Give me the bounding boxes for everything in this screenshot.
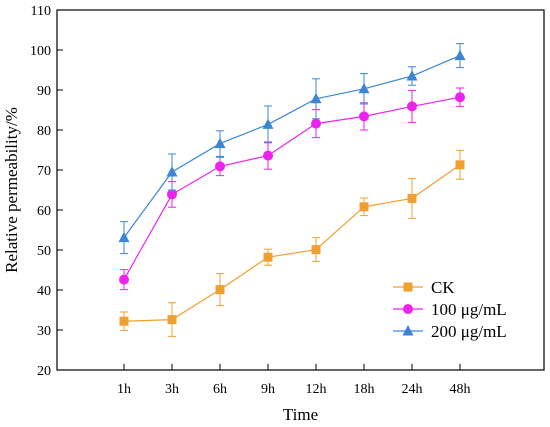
series-line xyxy=(123,164,461,322)
y-tick-label: 110 xyxy=(31,4,51,19)
data-point xyxy=(167,315,177,325)
data-point xyxy=(359,202,369,212)
legend-label: 200 μg/mL xyxy=(431,322,507,341)
legend-label: CK xyxy=(431,278,455,297)
data-point xyxy=(358,82,370,94)
y-axis-title: Relative permeability/% xyxy=(2,107,21,273)
data-point xyxy=(311,118,321,129)
y-axis: 20 30 40 50 60 70 80 90 100 110 xyxy=(30,4,63,379)
data-point xyxy=(407,101,417,112)
x-axis-title: Time xyxy=(283,405,318,424)
x-tick-label: 24h xyxy=(402,382,423,397)
series-layer xyxy=(118,43,466,337)
y-tick-label: 40 xyxy=(37,284,51,299)
legend-label: 100 μg/mL xyxy=(431,300,507,319)
plot-border xyxy=(56,9,545,371)
x-tick-label: 1h xyxy=(117,382,131,397)
data-point xyxy=(215,161,225,172)
x-tick-label: 9h xyxy=(261,382,275,397)
data-point xyxy=(263,252,273,262)
y-tick-label: 80 xyxy=(37,124,51,139)
legend-marker xyxy=(403,304,413,314)
data-point xyxy=(263,150,273,161)
x-axis: 1h 3h 6h 9h 12h 18h 24h 48h xyxy=(117,364,471,397)
data-point xyxy=(311,245,321,255)
legend-item: 200 μg/mL xyxy=(393,322,507,341)
data-point xyxy=(166,166,178,177)
data-point xyxy=(310,92,322,104)
data-point xyxy=(214,137,226,149)
legend-marker xyxy=(403,282,413,292)
y-tick-label: 30 xyxy=(37,324,51,339)
legend-item: CK xyxy=(393,278,455,297)
plot-frame xyxy=(56,9,545,371)
y-tick-label: 90 xyxy=(37,84,51,99)
data-point xyxy=(455,92,465,103)
x-tick-label: 18h xyxy=(354,382,375,397)
x-tick-label: 48h xyxy=(450,382,471,397)
series-line xyxy=(123,96,461,280)
data-point xyxy=(119,274,129,285)
series-2 xyxy=(118,43,466,255)
data-point xyxy=(262,118,274,129)
series-1 xyxy=(119,87,465,291)
data-point xyxy=(167,189,177,200)
legend-item: 100 μg/mL xyxy=(393,300,507,319)
legend: CK 100 μg/mL 200 μg/mL xyxy=(393,278,507,341)
data-point xyxy=(454,49,466,61)
data-point xyxy=(359,111,369,122)
y-tick-label: 20 xyxy=(37,364,51,379)
y-tick-label: 70 xyxy=(37,164,51,179)
data-point xyxy=(119,316,129,326)
data-point xyxy=(118,231,130,243)
data-point xyxy=(406,70,418,81)
x-tick-label: 12h xyxy=(306,382,327,397)
data-point xyxy=(407,193,417,203)
y-tick-label: 60 xyxy=(37,204,51,219)
series-line xyxy=(123,55,461,238)
x-tick-label: 6h xyxy=(213,382,227,397)
y-tick-label: 50 xyxy=(37,244,51,259)
data-point xyxy=(455,160,465,170)
legend-marker xyxy=(402,325,414,336)
series-0 xyxy=(119,149,465,337)
data-point xyxy=(215,285,225,295)
x-tick-label: 3h xyxy=(165,382,179,397)
y-tick-label: 100 xyxy=(30,44,51,59)
